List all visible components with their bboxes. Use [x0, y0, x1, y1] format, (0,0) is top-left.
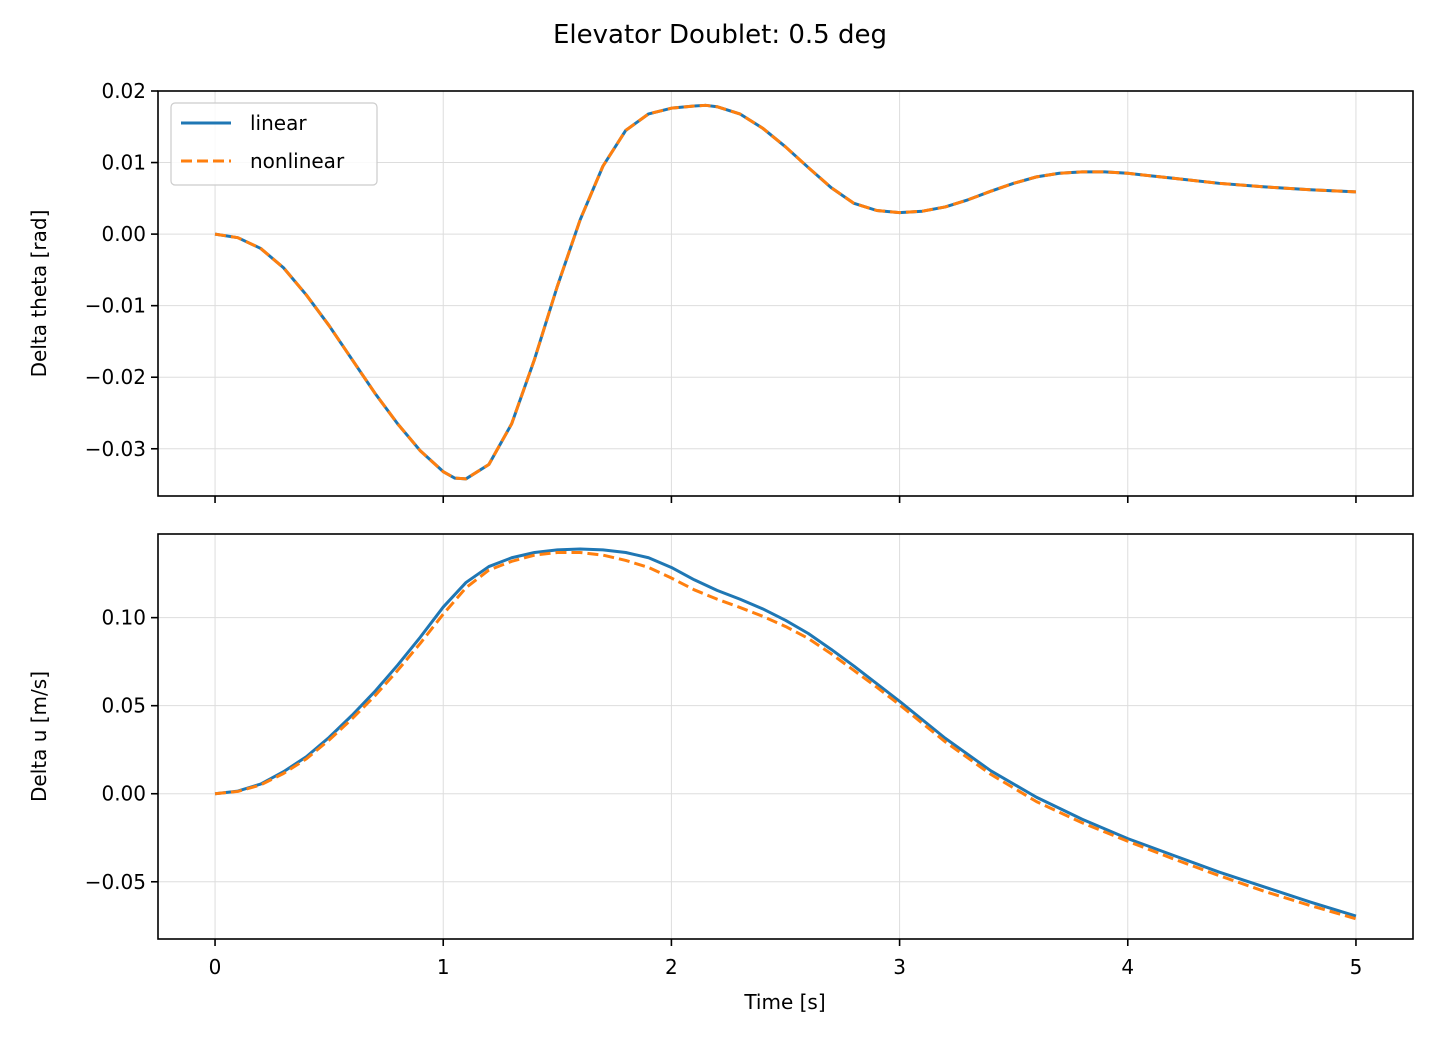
x-tick-label-2: 2 — [665, 955, 678, 979]
y-tick-label-5: 0.02 — [101, 79, 146, 103]
series-line-nonlinear — [214, 103, 1357, 481]
y-tick-label-4: 0.01 — [101, 151, 146, 175]
x-tick-label-3: 3 — [893, 955, 906, 979]
y-tick-label-3: 0.00 — [101, 222, 146, 246]
series-line-linear — [214, 547, 1357, 918]
figure-title: Elevator Doublet: 0.5 deg — [553, 20, 887, 50]
x-tick-label-1: 1 — [437, 955, 450, 979]
legend: linear nonlinear — [170, 102, 378, 186]
x-tick-label-0: 0 — [209, 955, 222, 979]
axes-frame — [157, 533, 1414, 940]
series-line-nonlinear — [214, 550, 1357, 921]
y-tick-label-1: 0.00 — [101, 782, 146, 806]
legend-label-nonlinear: nonlinear — [250, 149, 345, 173]
y-tick-label-2: −0.01 — [85, 294, 146, 318]
theta-subplot: −0.03 −0.02 −0.01 0.00 0.01 0.02 Delta theta [… — [27, 79, 1414, 503]
y-axis-label-1: Delta u [m/s] — [27, 671, 51, 802]
y-tick-label-3: 0.10 — [101, 606, 146, 630]
y-tick-label-1: −0.02 — [85, 365, 146, 389]
y-axis-label-0: Delta theta [rad] — [27, 210, 51, 378]
x-tick-label-5: 5 — [1350, 955, 1363, 979]
x-tick-label-4: 4 — [1121, 955, 1134, 979]
legend-label-linear: linear — [250, 111, 307, 135]
u-subplot: 0 1 2 3 4 5 −0.05 0.00 0.05 0.10 Delta u [m/s] — [27, 533, 1414, 979]
y-tick-label-2: 0.05 — [101, 694, 146, 718]
y-tick-label-0: −0.03 — [85, 437, 146, 461]
x-axis-label: Time [s] — [743, 990, 825, 1014]
series-line-linear — [214, 103, 1357, 481]
axes-frame — [157, 90, 1414, 497]
y-tick-label-0: −0.05 — [85, 870, 146, 894]
